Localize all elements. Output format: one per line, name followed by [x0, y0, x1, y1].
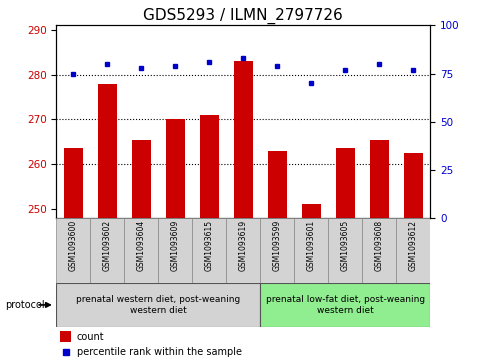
Text: GSM1093604: GSM1093604 [137, 220, 145, 271]
Bar [192, 218, 226, 283]
Text: prenatal western diet, post-weaning
western diet: prenatal western diet, post-weaning west… [76, 295, 240, 315]
Bar [158, 218, 192, 283]
Text: protocol: protocol [5, 300, 44, 310]
Bar [362, 218, 395, 283]
Bar [60, 331, 71, 342]
Text: GSM1093602: GSM1093602 [102, 220, 112, 271]
Bar [132, 139, 150, 218]
Bar [301, 204, 320, 218]
Text: GSM1093600: GSM1093600 [69, 220, 78, 271]
Bar [124, 218, 158, 283]
Bar [226, 218, 260, 283]
Text: GSM1093601: GSM1093601 [306, 220, 315, 271]
Bar [56, 218, 90, 283]
Text: GSM1093612: GSM1093612 [408, 220, 417, 271]
Text: GSM1093608: GSM1093608 [374, 220, 383, 271]
Title: GDS5293 / ILMN_2797726: GDS5293 / ILMN_2797726 [143, 8, 343, 24]
Text: GSM1093619: GSM1093619 [238, 220, 247, 271]
Bar [260, 283, 429, 327]
Bar [233, 61, 252, 218]
Bar [294, 218, 327, 283]
Bar [267, 151, 286, 218]
Bar [260, 218, 294, 283]
Bar [64, 148, 82, 218]
Text: GSM1093609: GSM1093609 [170, 220, 180, 271]
Text: percentile rank within the sample: percentile rank within the sample [77, 347, 241, 357]
Text: GSM1093599: GSM1093599 [272, 220, 281, 271]
Bar [327, 218, 362, 283]
Text: GSM1093615: GSM1093615 [204, 220, 213, 271]
Bar [396, 218, 429, 283]
Bar [200, 115, 218, 218]
Bar [369, 139, 388, 218]
Bar [403, 153, 422, 218]
Bar [56, 283, 260, 327]
Bar [335, 148, 354, 218]
Text: GSM1093605: GSM1093605 [340, 220, 349, 271]
Text: prenatal low-fat diet, post-weaning
western diet: prenatal low-fat diet, post-weaning west… [265, 295, 424, 315]
Bar [165, 119, 184, 218]
Bar [98, 83, 116, 218]
Text: count: count [77, 331, 104, 342]
Bar [90, 218, 124, 283]
